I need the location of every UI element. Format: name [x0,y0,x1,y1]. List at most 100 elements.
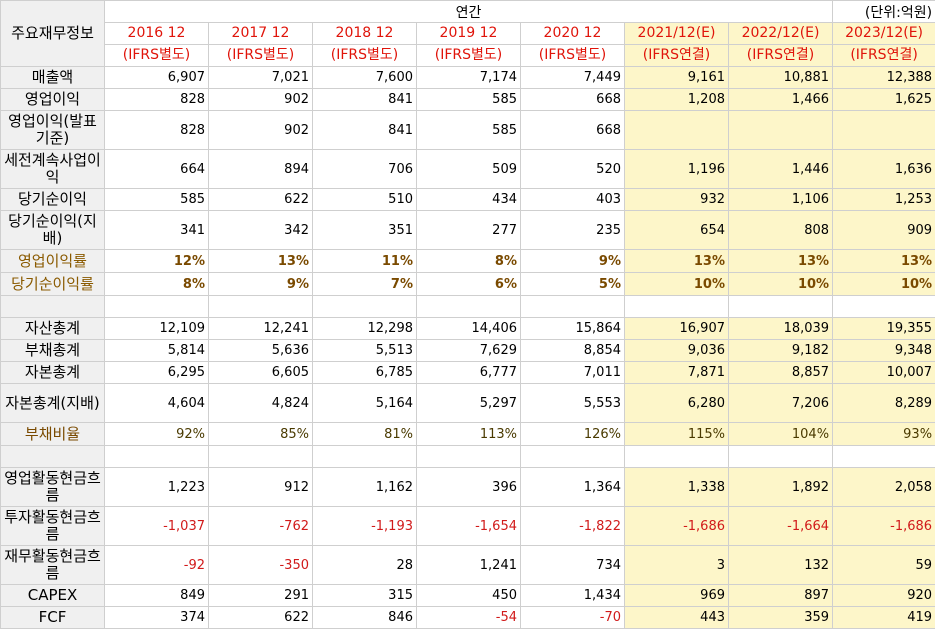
row-label: 부채비율 [0,422,105,446]
table-cell: 6,280 [624,383,729,423]
column-standard: (IFRS연결) [832,44,935,67]
column-year: 2016 12 [104,22,209,45]
table-cell: 6,295 [104,361,209,384]
column-year: 2021/12(E) [624,22,729,45]
table-cell: 10,881 [727,66,834,89]
row-label: 영업이익(발표기준) [0,110,105,150]
table-cell: 9% [208,272,313,296]
table-cell: 16,907 [624,317,729,340]
table-cell: 734 [520,545,625,585]
table-cell [727,445,834,468]
row-label: 당기순이익률 [0,272,105,296]
table-cell: 894 [208,149,313,189]
table-cell: 341 [104,210,209,250]
table-cell: 1,364 [520,467,625,507]
table-cell: 6,605 [208,361,313,384]
column-standard-text: (IFRS연결) [746,47,815,63]
table-cell: 706 [312,149,417,189]
table-cell: 510 [312,188,417,211]
column-standard-text: (IFRS별도) [226,47,295,63]
table-cell: 9,161 [624,66,729,89]
table-row: 매출액 6,907 7,021 7,600 7,174 7,449 9,161 10,881 1… [0,66,935,89]
table-cell: 19,355 [832,317,935,340]
table-cell: 622 [208,188,313,211]
row-label: 투자활동현금흐름 [0,506,105,546]
table-cell: 4,604 [104,383,209,423]
table-cell: 5,513 [312,339,417,362]
table-cell: 85% [208,422,313,446]
table-row: 세전계속사업이익 664 894 706 509 520 1,196 1,446 1,636 [0,149,935,189]
table-cell: 1,106 [727,188,834,211]
table-cell: 1,434 [520,584,625,607]
column-year: 2023/12(E) [832,22,935,45]
column-year-text: 2020 12 [543,25,602,41]
table-cell [727,295,834,318]
table-cell: 396 [416,467,521,507]
table-cell: 13% [208,249,313,273]
column-year: 2022/12(E) [727,22,834,45]
table-cell: -1,654 [416,506,521,546]
table-cell [832,295,935,318]
table-cell: -1,037 [104,506,209,546]
table-cell: 1,162 [312,467,417,507]
column-standard-text: (IFRS별도) [122,47,191,63]
table-cell: 8,854 [520,339,625,362]
table-cell [104,445,209,468]
row-label: CAPEX [0,584,105,607]
table-cell: 5,636 [208,339,313,362]
column-standard-text: (IFRS별도) [538,47,607,63]
column-standard-text: (IFRS별도) [330,47,399,63]
table-cell: 126% [520,422,625,446]
table-cell: 841 [312,88,417,111]
row-label: 매출액 [0,66,105,89]
table-cell: 932 [624,188,729,211]
table-cell: 912 [208,467,313,507]
row-label: FCF [0,606,105,629]
table-row: 자본총계 6,295 6,605 6,785 6,777 7,011 7,871 8,857 1… [0,361,935,384]
table-cell: 291 [208,584,313,607]
table-row: 자본총계(지배) 4,604 4,824 5,164 5,297 5,553 6,280 7,… [0,383,935,423]
table-cell: 4,824 [208,383,313,423]
table-cell: 12,298 [312,317,417,340]
table-cell: -1,822 [520,506,625,546]
column-standard: (IFRS별도) [208,44,313,67]
table-cell [624,445,729,468]
table-row: 투자활동현금흐름 -1,037 -762 -1,193 -1,654 -1,822 -1,6… [0,506,935,546]
table-cell: 104% [727,422,834,446]
table-cell: 1,892 [727,467,834,507]
table-cell: 359 [727,606,834,629]
column-standard-text: (IFRS연결) [642,47,711,63]
table-cell [416,445,521,468]
table-cell: -70 [520,606,625,629]
table-cell: 509 [416,149,521,189]
table-cell: 920 [832,584,935,607]
table-cell [727,110,834,150]
table-cell: 13% [727,249,834,273]
row-label: 재무활동현금흐름 [0,545,105,585]
unit-label: (단위:억원) [832,0,935,23]
table-cell: 1,208 [624,88,729,111]
table-cell [520,445,625,468]
table-cell [520,295,625,318]
column-standard: (IFRS별도) [416,44,521,67]
corner-label: 주요재무정보 [0,0,105,67]
table-cell: 374 [104,606,209,629]
table-cell: 92% [104,422,209,446]
table-cell: 7,629 [416,339,521,362]
table-cell: 828 [104,110,209,150]
row-label: 자본총계 [0,361,105,384]
table-cell: 2,058 [832,467,935,507]
row-label [0,445,105,468]
column-standard-text: (IFRS별도) [434,47,503,63]
table-cell [624,295,729,318]
table-cell [208,295,313,318]
table-cell: 12,109 [104,317,209,340]
table-row: 영업활동현금흐름 1,223 912 1,162 396 1,364 1,338 1,892 2… [0,467,935,507]
table-cell: 828 [104,88,209,111]
table-cell: 808 [727,210,834,250]
table-cell [312,295,417,318]
column-year-text: 2019 12 [439,25,498,41]
table-cell: 9,348 [832,339,935,362]
table-row: CAPEX 849 291 315 450 1,434 969 897 920 [0,584,935,607]
column-year-text: 2022/12(E) [741,25,820,41]
